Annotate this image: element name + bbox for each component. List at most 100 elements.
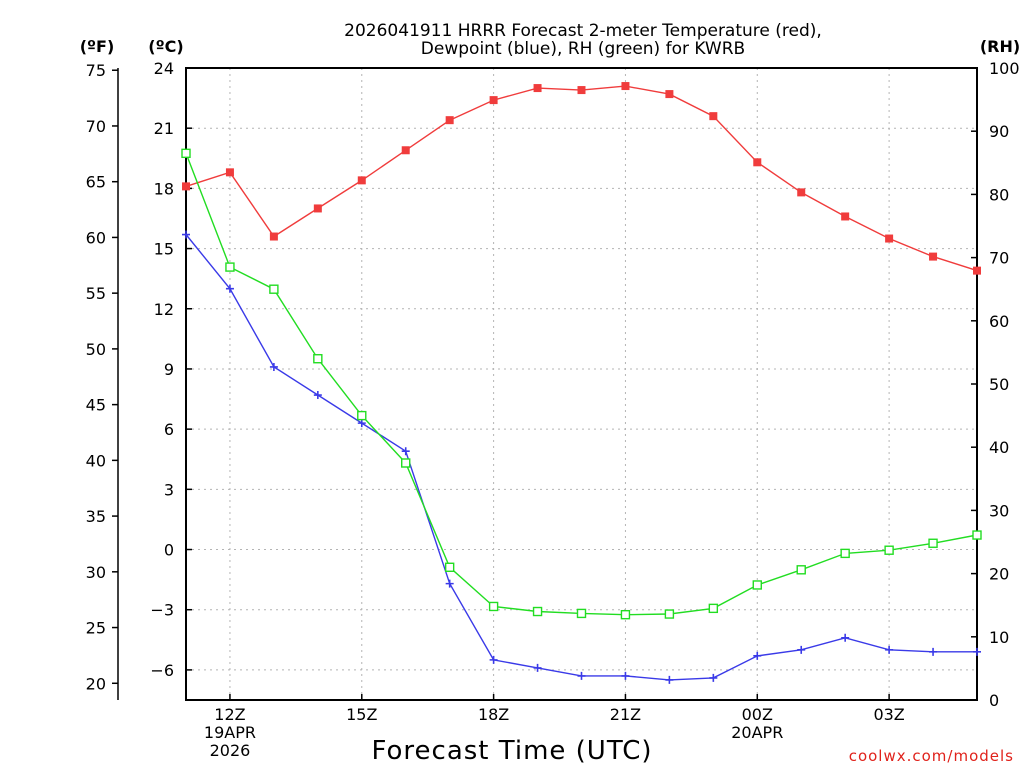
dewpoint-point [753, 651, 762, 660]
temperature-point [313, 204, 322, 213]
temperature-point [929, 252, 938, 261]
dewpoint-point [709, 673, 718, 682]
rh-point [225, 262, 235, 272]
temperature-point [621, 82, 630, 91]
rh-point [269, 284, 279, 294]
rh-point [752, 580, 762, 590]
fahrenheit-tick-label: 30 [86, 563, 106, 582]
chart-title-line-2: Dewpoint (blue), RH (green) for KWRB [421, 39, 745, 59]
series-layer [181, 82, 982, 684]
rh-point [576, 608, 587, 619]
temperature-point [753, 158, 762, 167]
celsius-tick-label: 3 [164, 480, 174, 499]
time-tick-label: 2026 [210, 741, 251, 760]
fahrenheit-tick-label: 20 [86, 674, 106, 693]
temperature-series-line [185, 85, 978, 272]
dewpoint-point [182, 230, 190, 239]
celsius-tick-label: 21 [154, 119, 174, 138]
celsius-tick-label: −6 [150, 661, 174, 680]
dewpoint-point [357, 419, 366, 428]
rh-point [796, 565, 806, 575]
dewpoint-point [577, 671, 586, 680]
dewpoint-point [665, 675, 674, 684]
temperature-point [489, 96, 498, 105]
time-tick-label: 21Z [610, 705, 641, 724]
fahrenheit-tick-label: 60 [86, 228, 106, 247]
time-tick-label: 19APR [204, 723, 256, 742]
rh-point [928, 538, 938, 548]
dewpoint-point [841, 633, 850, 642]
rh-tick-label: 80 [989, 185, 1009, 204]
rh-point [840, 548, 850, 559]
celsius-tick-label: 9 [164, 360, 174, 379]
fahrenheit-tick-label: 45 [86, 396, 106, 415]
rh-tick-label: 70 [989, 249, 1009, 268]
dewpoint-point [489, 655, 498, 664]
rh-tick-label: 0 [989, 691, 999, 710]
celsius-tick-label: 0 [164, 541, 174, 560]
celsius-tick-label: 12 [154, 300, 174, 319]
rh-point [401, 458, 411, 468]
x-axis-label: Forecast Time (UTC) [371, 736, 652, 766]
dewpoint-point [533, 663, 542, 672]
fahrenheit-tick-label: 40 [86, 451, 106, 470]
celsius-axis: 24 21 18 15 12 9 6 3 0 −3 −6 [150, 59, 192, 680]
temperature-point [357, 176, 366, 185]
credit-label: coolwx.com/models [849, 747, 1014, 765]
rh-unit-label: (RH) [980, 37, 1020, 56]
rh-point [444, 562, 455, 572]
rh-point [884, 545, 894, 555]
time-tick-label: 15Z [346, 705, 377, 724]
rh-point [488, 601, 499, 612]
fahrenheit-tick-label: 65 [86, 173, 106, 192]
time-tick-label: 20APR [731, 723, 783, 742]
temperature-point [269, 232, 278, 241]
rh-tick-label: 20 [989, 565, 1009, 584]
temperature-point [973, 266, 981, 275]
time-tick-label: 18Z [478, 705, 509, 724]
dewpoint-point [445, 579, 454, 588]
rh-point [532, 606, 543, 617]
rh-point [313, 354, 323, 364]
rh-point [664, 609, 675, 619]
dewpoint-point [885, 645, 894, 654]
fahrenheit-tick-label: 75 [86, 61, 106, 80]
rh-tick-label: 30 [989, 501, 1009, 520]
rh-point [708, 603, 719, 614]
fahrenheit-unit-label: (ºF) [80, 37, 115, 56]
temperature-point [841, 212, 850, 221]
dewpoint-point [973, 647, 981, 656]
chart-title-line-1: 2026041911 HRRR Forecast 2-meter Tempera… [344, 21, 822, 41]
rh-point [181, 148, 191, 159]
time-tick-label: 00Z [742, 705, 773, 724]
rh-point [972, 530, 982, 540]
celsius-tick-label: −3 [150, 601, 174, 620]
temperature-point [182, 182, 190, 191]
fahrenheit-tick-label: 70 [86, 117, 106, 136]
dewpoint-point [225, 284, 234, 293]
celsius-tick-label: 6 [164, 420, 174, 439]
dewpoint-point [269, 362, 278, 371]
temperature-point [797, 188, 806, 197]
fahrenheit-tick-label: 35 [86, 507, 106, 526]
celsius-tick-label: 15 [154, 240, 174, 259]
dewpoint-point [929, 647, 938, 656]
rh-tick-label: 60 [989, 312, 1009, 331]
fahrenheit-tick-label: 25 [86, 619, 106, 638]
dewpoint-point [621, 671, 630, 680]
temperature-point [225, 168, 234, 177]
temperature-point [709, 112, 718, 121]
rh-tick-label: 50 [989, 375, 1009, 394]
rh-tick-label: 40 [989, 438, 1009, 457]
grid-lines [186, 67, 977, 700]
time-tick-label: 03Z [873, 705, 904, 724]
temperature-point [401, 146, 410, 155]
temperature-point [533, 84, 542, 93]
rh-point [620, 609, 631, 620]
celsius-tick-label: 18 [154, 179, 174, 198]
celsius-unit-label: (ºC) [148, 37, 183, 56]
temperature-point [577, 86, 586, 95]
dewpoint-point [797, 645, 806, 654]
